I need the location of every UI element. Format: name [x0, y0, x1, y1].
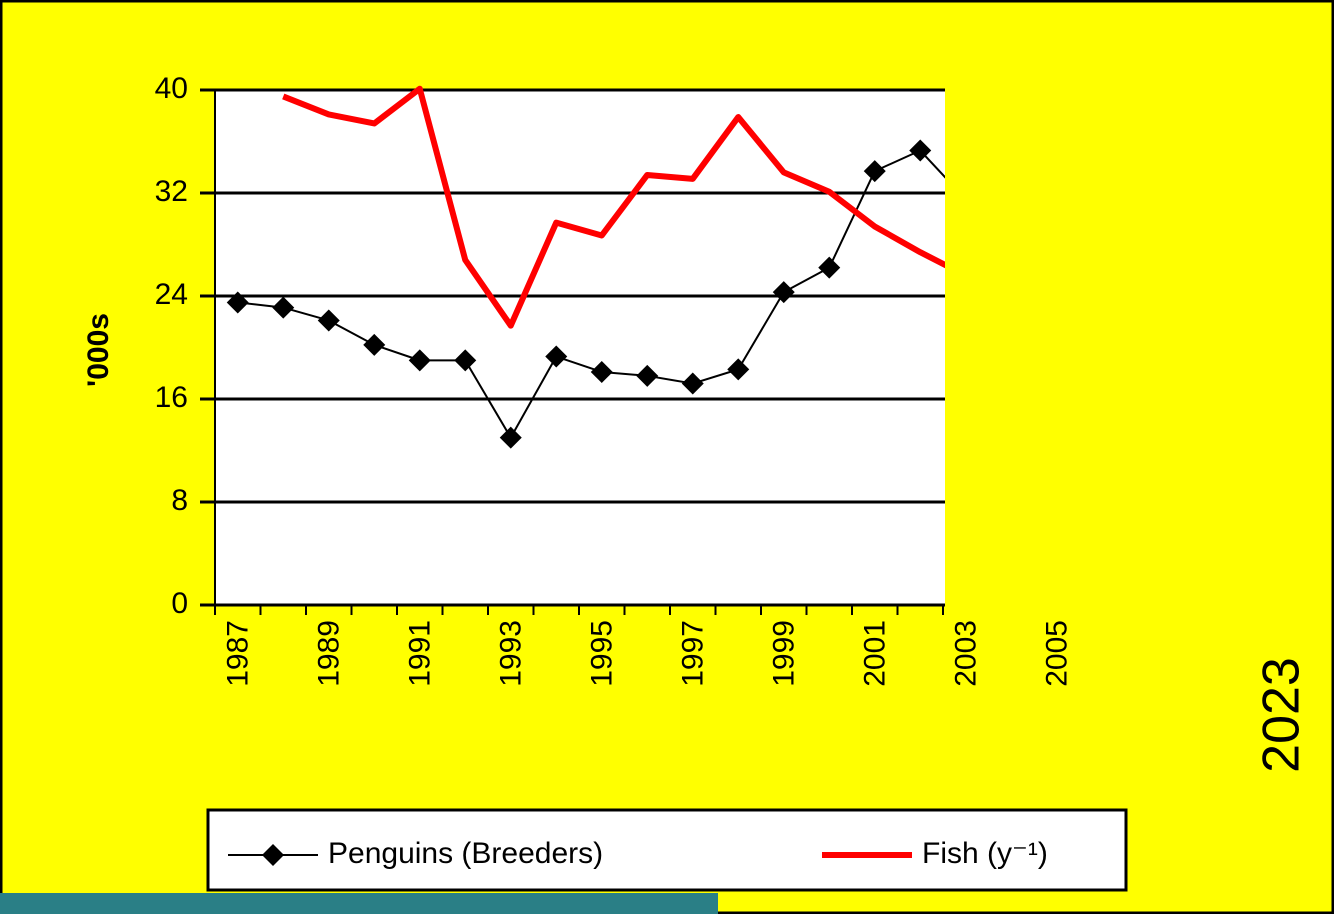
x-tick-label: 1999: [768, 620, 801, 687]
plot-area: [215, 90, 945, 605]
y-axis-label: '000s: [82, 313, 115, 387]
x-tick-label: 1989: [313, 620, 346, 687]
year-note: 2023: [1253, 657, 1311, 773]
y-tick-label: 40: [155, 72, 188, 105]
y-tick-label: 24: [155, 278, 188, 311]
x-tick-label: 1993: [495, 620, 528, 687]
point-marker: [272, 296, 295, 319]
y-tick-label: 0: [171, 587, 188, 620]
point-marker: [727, 358, 750, 381]
point-marker: [909, 139, 932, 162]
x-tick-label: 2003: [950, 620, 983, 687]
y-tick-label: 16: [155, 381, 188, 414]
point-marker: [636, 364, 659, 387]
photo-strip: [0, 893, 718, 914]
y-tick-label: 8: [171, 484, 188, 517]
point-marker: [363, 333, 386, 356]
legend: [206, 808, 1128, 892]
point-marker: [499, 426, 522, 449]
point-marker: [454, 349, 477, 372]
point-marker: [226, 291, 249, 314]
x-tick-label: 2001: [859, 620, 892, 687]
x-tick-label: 1995: [586, 620, 619, 687]
point-marker: [863, 160, 886, 183]
point-marker: [317, 309, 340, 332]
legend-label: Penguins (Breeders): [328, 837, 603, 870]
series-line: [282, 85, 945, 329]
y-tick-label: 32: [155, 175, 188, 208]
x-tick-label: 1987: [222, 620, 255, 687]
x-tick-label: 1991: [404, 620, 437, 687]
point-marker: [590, 360, 613, 383]
point-marker: [681, 372, 704, 395]
legend-label: Fish (y⁻¹): [922, 837, 1048, 870]
x-tick-label: 2005: [1041, 620, 1074, 687]
point-marker: [408, 349, 431, 372]
legend-marker: [262, 844, 284, 866]
point-marker: [545, 345, 568, 368]
point-marker: [772, 281, 795, 304]
x-tick-label: 1997: [677, 620, 710, 687]
point-marker: [818, 256, 841, 279]
